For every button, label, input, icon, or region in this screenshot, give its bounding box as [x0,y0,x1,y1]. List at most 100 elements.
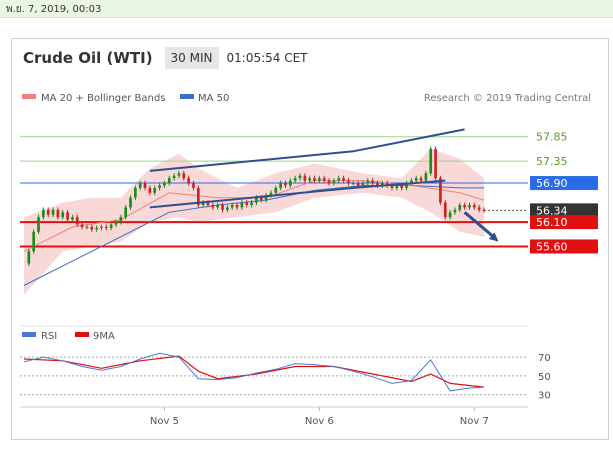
status-datetime: พ.ย. 7, 2019, 00:03 [6,4,102,15]
level-label-57.85: 57.85 [536,131,568,144]
level-label-56.10: 56.10 [536,216,568,229]
candle-body [250,202,253,205]
candle-body [284,183,287,186]
candle-body [308,178,312,181]
candle-body [211,205,215,208]
candle-body [293,178,297,181]
candle-body [424,173,428,181]
candle-body [351,183,355,185]
trend-channel-lower [149,179,446,209]
candle-body [129,197,132,208]
candle-body [439,178,442,203]
page-title: Crude Oil (WTI) [23,49,153,67]
candle-body [245,202,249,205]
candle-body [37,217,40,232]
candle-body [361,183,365,186]
level-label-55.60: 55.60 [536,240,568,253]
x-tick-label: Nov 5 [150,416,179,427]
level-box-56.34 [530,203,598,218]
candle-body [453,209,457,213]
rsi-plot: 70 50 30 [20,352,551,402]
level-box-56.10 [530,215,598,230]
candle-body [274,187,278,193]
candle-body [269,192,273,196]
rsi-tick-label: 70 [538,353,551,364]
candle-body [298,175,302,179]
x-tick-label: Nov 6 [305,416,334,427]
rsi-tick-label: 30 [538,391,551,402]
candle-body [414,178,418,181]
candle-body [288,180,292,186]
candle-body [80,224,84,227]
candle-body [134,187,137,198]
candle-body [187,178,190,184]
chart-time: 01:05:54 CET [226,51,308,65]
candle-body [395,185,399,188]
candle-body [148,187,152,193]
candle-body [322,178,326,181]
candle-body [458,205,462,210]
forecast-arrow [463,211,496,239]
ma50-legend-label: MA 50 [198,93,229,104]
candle-body [196,187,200,205]
candle-body [143,183,147,188]
candle-body [104,226,108,228]
candle-body [259,197,263,201]
candle-body [51,209,55,215]
chart-panel: Crude Oil (WTI) 30 MIN 01:05:54 CET [11,38,609,440]
ma20-legend-label: MA 20 + Bollinger Bands [41,93,165,104]
candle-body [463,205,466,208]
candle-body [342,178,345,181]
candle-body [434,148,437,179]
candle-body [318,178,321,181]
candle-body [472,205,476,208]
level-label-57.35: 57.35 [536,155,568,168]
level-label-56.34: 56.34 [536,204,568,217]
candle-body [332,180,336,184]
candle-body [230,205,234,208]
trend-channel-upper [149,128,465,172]
timeframe-badge[interactable]: 30 MIN [164,47,219,69]
candle-body [429,148,433,174]
candle-body [119,217,123,223]
candle-body [468,205,471,208]
rsi-legend-swatch [22,332,36,337]
candle-body [366,180,370,184]
candle-body [405,183,408,188]
chart-header: Crude Oil (WTI) 30 MIN 01:05:54 CET [23,47,308,69]
candle-body [85,226,89,228]
candle-body [380,183,384,186]
candle-body [56,209,60,218]
candle-body [42,209,45,218]
candle-body [114,222,118,225]
forecast-arrow-head [488,232,499,242]
candle-body [419,178,423,181]
candle-body [482,209,486,211]
rsi-legend-label: RSI [41,331,57,342]
candle-body [226,207,229,210]
candle-body [75,217,79,225]
candle-body [303,175,307,181]
candle-body [448,212,452,218]
candle-body [138,183,142,188]
candle-body [327,180,331,184]
candle-body [163,183,166,186]
candle-body [90,226,94,230]
candle-body [177,173,181,176]
candle-body [201,202,205,205]
candle-body [109,224,113,228]
candle-body [158,185,161,188]
candle-body [100,226,103,228]
status-bar: พ.ย. 7, 2019, 00:03 [0,0,613,18]
candle-body [95,227,98,230]
candle-body [313,178,316,181]
ma50-legend-swatch [180,94,194,99]
candle-body [216,205,220,208]
candle-body [172,175,176,179]
candle-body [46,209,50,215]
candle-body [192,183,195,188]
rsi-line [23,352,485,392]
candle-body [153,187,157,193]
